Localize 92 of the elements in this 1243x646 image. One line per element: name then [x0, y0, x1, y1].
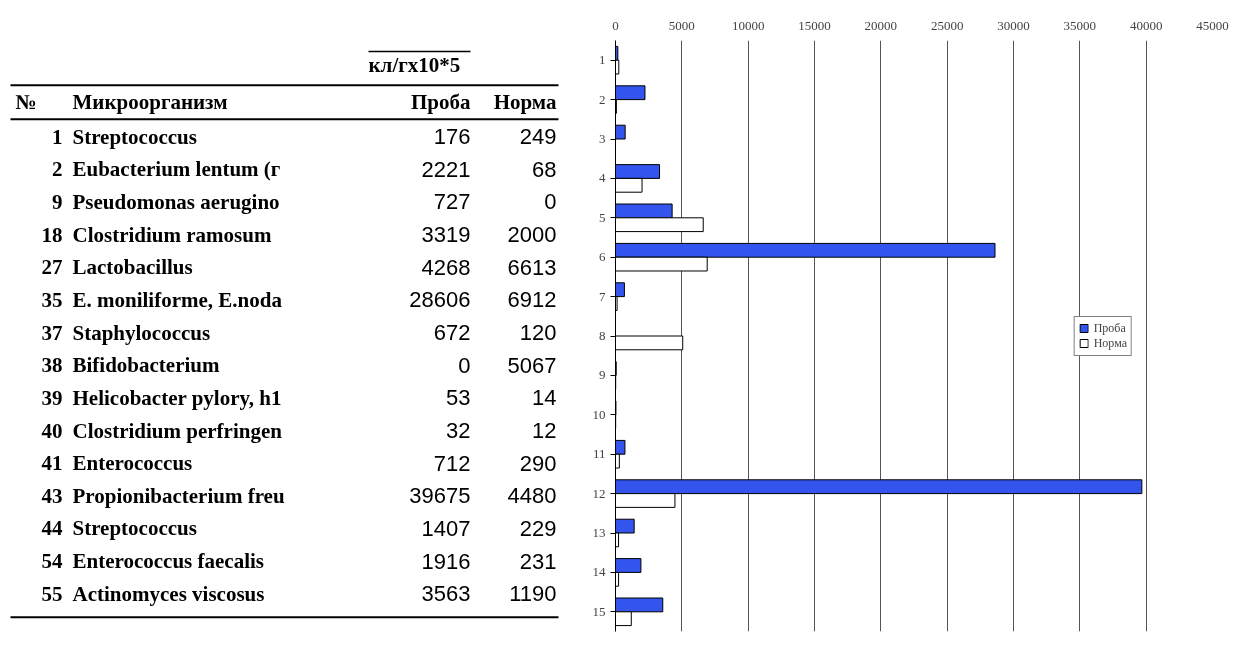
legend-label: Норма [1093, 335, 1127, 351]
y-tick-label: 13 [592, 525, 606, 540]
text: Enterococcus faecalis [72, 549, 264, 574]
text: 727 [433, 189, 471, 215]
text: 1190 [509, 581, 557, 607]
y-tick-label: 7 [599, 288, 606, 304]
text: 2221 [421, 156, 471, 182]
text: Микроорганизм [72, 89, 228, 114]
x-tick-label: 0 [612, 17, 619, 33]
x-tick-label: 45000 [1196, 17, 1229, 33]
x-tick-label: 15000 [798, 17, 831, 33]
text: 39675 [409, 483, 471, 509]
text: Bifidobacterium [72, 353, 220, 378]
text: E. moniliforme, E.noda [72, 287, 283, 312]
text: 0 [458, 352, 471, 378]
text: Propionibacterium freu [72, 483, 285, 508]
text: кл/гх10*5 [368, 53, 461, 78]
text: 68 [532, 156, 557, 182]
y-tick-label: 6 [599, 249, 606, 265]
text: 120 [519, 320, 557, 346]
text: 5067 [507, 352, 557, 378]
text: 6912 [507, 287, 557, 313]
x-tick-label: 25000 [930, 17, 964, 33]
text: 53 [446, 385, 471, 411]
text: 229 [519, 515, 557, 541]
text: 231 [519, 548, 557, 574]
text: Clostridium perfringen [72, 418, 283, 443]
x-tick-label: 20000 [864, 17, 898, 33]
text: 9 [52, 189, 63, 214]
text: 12 [532, 418, 557, 444]
text: Норма [493, 89, 557, 114]
text: 35 [41, 287, 63, 312]
text: 249 [519, 124, 557, 150]
text: 41 [41, 451, 63, 476]
text: 32 [446, 418, 471, 444]
text: 0 [544, 189, 557, 215]
text: 4480 [507, 483, 557, 509]
text: Eubacterium lentum (г [72, 157, 281, 182]
y-tick-label: 5 [599, 209, 606, 225]
text: 39 [41, 385, 63, 410]
y-tick-label: 14 [592, 564, 606, 580]
text: 3563 [421, 581, 471, 607]
text: 14 [532, 385, 557, 411]
text: Streptococcus [72, 124, 197, 149]
text: 3319 [421, 222, 471, 248]
y-tick-label: 8 [599, 328, 606, 343]
text: 6613 [507, 254, 557, 280]
x-tick-label: 40000 [1129, 17, 1163, 33]
text: Pseudomonas aerugino [72, 189, 280, 214]
x-tick-label: 35000 [1063, 17, 1097, 33]
text: 18 [41, 222, 63, 247]
text: 37 [41, 320, 63, 345]
y-tick-label: 4 [599, 170, 606, 186]
text: Enterococcus [72, 451, 193, 476]
text: 1916 [421, 548, 471, 574]
text: 55 [41, 581, 63, 606]
text: 2000 [507, 222, 557, 248]
y-tick-label: 15 [592, 603, 606, 619]
x-tick-label: 30000 [997, 17, 1030, 33]
legend-label: Проба [1093, 320, 1126, 336]
text: Staphylococcus [72, 320, 211, 345]
text: 4268 [421, 254, 471, 280]
y-tick-label: 3 [599, 131, 606, 146]
x-tick-label: 5000 [668, 17, 695, 33]
text: 1 [52, 124, 63, 149]
text: Helicobacter pylory, h1 [72, 385, 282, 410]
text: Clostridium ramosum [72, 222, 272, 247]
text: 44 [41, 516, 63, 541]
text: Проба [410, 89, 471, 114]
x-tick-label: 10000 [731, 17, 765, 33]
text: Lactobacillus [72, 255, 193, 280]
text: 176 [433, 124, 471, 150]
text: 54 [41, 549, 63, 574]
y-tick-label: 9 [599, 367, 606, 383]
text: 27 [41, 255, 63, 280]
text: № [15, 89, 37, 114]
text: 38 [41, 353, 63, 378]
text: 672 [433, 320, 471, 346]
y-tick-label: 12 [592, 485, 606, 501]
text: 712 [433, 450, 471, 476]
y-tick-label: 11 [592, 446, 606, 462]
text: 1407 [421, 515, 471, 541]
y-tick-label: 1 [599, 52, 606, 68]
text: 40 [41, 418, 63, 443]
text: 2 [52, 157, 63, 182]
y-tick-label: 10 [592, 406, 606, 422]
text: 290 [519, 450, 557, 476]
text: 43 [41, 483, 63, 508]
text: 28606 [409, 287, 471, 313]
text: Actinomyces viscosus [72, 581, 265, 606]
text: Streptococcus [72, 516, 197, 541]
y-tick-label: 2 [599, 91, 606, 107]
